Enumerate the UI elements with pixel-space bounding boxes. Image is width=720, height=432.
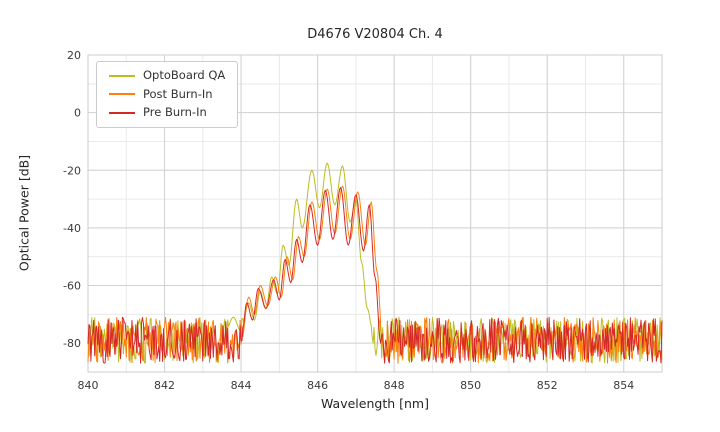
legend-label: Post Burn-In bbox=[143, 86, 213, 101]
x-tick-label: 848 bbox=[384, 379, 405, 392]
x-tick-label: 840 bbox=[78, 379, 99, 392]
y-tick-label: 20 bbox=[67, 49, 81, 62]
x-tick-label: 844 bbox=[231, 379, 252, 392]
plot-border bbox=[87, 54, 663, 373]
y-tick-label: -40 bbox=[63, 222, 81, 235]
series-line-0 bbox=[87, 162, 663, 364]
legend-item: Pre Burn-In bbox=[109, 105, 225, 119]
y-tick-label: -80 bbox=[63, 337, 81, 350]
x-tick-label: 842 bbox=[154, 379, 175, 392]
chart-title: D4676 V20804 Ch. 4 bbox=[307, 27, 443, 42]
x-tick-label: 852 bbox=[537, 379, 558, 392]
series-line-2 bbox=[87, 187, 663, 364]
y-axis-label: Optical Power [dB] bbox=[16, 154, 32, 272]
legend-line-swatch bbox=[109, 93, 135, 96]
x-tick-label: 846 bbox=[307, 379, 328, 392]
legend-item: OptoBoard QA bbox=[109, 68, 226, 82]
legend-item: Post Burn-In bbox=[109, 86, 225, 101]
y-tick-label: -60 bbox=[63, 280, 81, 293]
x-axis-label: Wavelength [nm] bbox=[321, 396, 429, 411]
legend: OptoBoard QA Post Burn-In Pre Burn-In bbox=[96, 61, 239, 128]
legend-label: OptoBoard QA bbox=[143, 68, 226, 82]
x-tick-label: 854 bbox=[613, 379, 634, 392]
legend-label: Pre Burn-In bbox=[143, 105, 207, 119]
y-tick-label: 0 bbox=[74, 107, 81, 120]
legend-line-swatch bbox=[109, 111, 135, 114]
y-tick-label: -20 bbox=[63, 164, 81, 177]
x-tick-label: 850 bbox=[460, 379, 481, 392]
legend-line-swatch bbox=[109, 74, 135, 77]
